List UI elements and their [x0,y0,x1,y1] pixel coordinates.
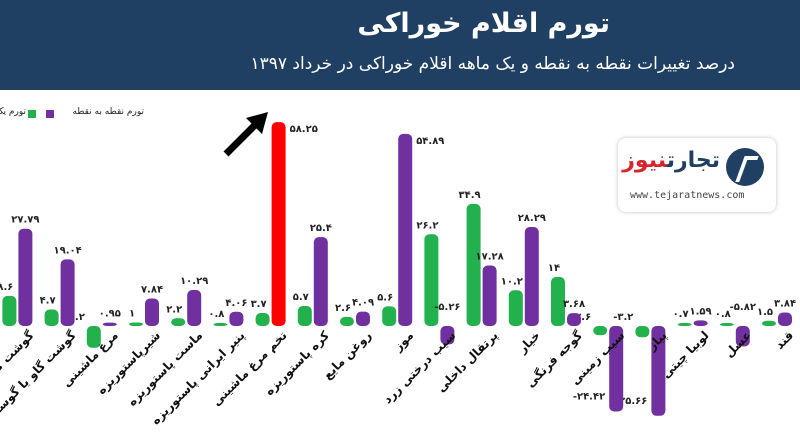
label-monthly-7: ۳۴.۹ [459,190,481,201]
label-monthly-11: ۵.۷ [293,292,309,303]
bar-monthly-14 [171,318,186,326]
logo-url: www.tejaratnews.com [630,190,745,201]
bar-p2p-18 [18,228,33,326]
label-monthly-4: -۲.۶ [571,312,591,323]
bar-monthly-16 [86,326,101,348]
bar-monthly-2 [677,323,692,326]
label-p2p-13: ۴.۰۶ [225,298,247,309]
label-p2p-4: -۲۴.۴۲ [573,391,605,402]
bar-monthly-10 [340,316,354,326]
label-p2p-12: ۵۸.۲۵ [290,124,318,135]
bar-p2p-2 [693,320,708,326]
label-p2p-15: ۷.۸۴ [141,285,163,296]
label-p2p-17: ۱۹.۰۴ [53,245,81,256]
bar-p2p-7 [482,265,497,326]
label-p2p-3: -۲۵.۶۶ [615,396,647,407]
label-monthly-9: ۵.۶ [377,292,393,303]
page-subtitle: درصد تغییرات نقطه به نقطه و یک ماهه اقلا… [250,54,736,74]
brand-logo: تجارتنیوز www.tejaratnews.com [618,138,776,212]
label-monthly-1: ۰.۸ [715,309,731,320]
label-p2p-7: ۱۷.۲۸ [475,252,503,263]
bar-p2p-6 [524,226,539,326]
arrow-icon [223,112,268,157]
label-p2p-10: ۴.۰۹ [352,298,374,309]
label-p2p-0: ۳.۸۴ [774,299,796,310]
legend-label-monthly: تورم یک ماهه [0,107,26,117]
bar-monthly-6 [508,290,523,326]
logo-text: تجارتنیوز [622,148,720,173]
bar-p2p-5 [567,313,581,326]
chart-legend: تورم نقطه به نقطه تورم یک ماهه [0,106,144,124]
legend-label-p2p: تورم نقطه به نقطه [72,107,144,117]
bar-monthly-5 [551,277,565,326]
bar-monthly-9 [382,306,397,326]
logo-mark-icon [726,148,764,186]
label-monthly-8: ۲۶.۲ [416,220,438,231]
label-monthly-17: ۴.۷ [40,296,56,307]
bar-p2p-1 [735,326,750,347]
bar-monthly-1 [719,323,734,326]
bar-monthly-3 [635,326,650,338]
bar-p2p-10 [356,311,370,326]
label-monthly-12: ۳.۷ [251,299,267,310]
bar-p2p-4 [609,326,624,412]
category-label-6: خیار [515,328,543,356]
category-label-8: سیب درختی زرد [380,328,458,406]
bar-monthly-15 [129,322,143,326]
label-monthly-13: ۰.۸ [208,309,224,320]
bar-p2p-15 [145,298,159,326]
bar-monthly-4 [593,326,608,336]
label-monthly-5: ۱۴ [548,263,560,274]
label-monthly-15: ۱ [129,309,135,320]
label-p2p-2: ۱.۵۹ [690,306,712,317]
bar-p2p-16 [102,322,117,326]
legend-swatch-p2p [46,110,54,118]
label-monthly-3: -۳.۲ [613,312,633,323]
bar-p2p-17 [60,259,75,326]
label-p2p-1: -۵.۸۲ [730,302,756,313]
category-label-14: ماست پاستوریزه [125,328,206,409]
label-p2p-18: ۲۷.۷۹ [11,215,39,226]
bar-monthly-7 [466,203,481,326]
logo-text-main: تجارت [666,148,720,173]
label-monthly-0: ۱.۵ [757,307,773,318]
label-p2p-6: ۲۸.۲۹ [518,213,546,224]
bar-monthly-12 [255,313,270,326]
label-p2p-11: ۲۵.۴ [310,223,332,234]
label-p2p-5: ۳.۶۸ [563,299,585,310]
legend-swatch-monthly [28,110,36,118]
label-p2p-8: -۵.۲۶ [434,302,460,313]
label-monthly-16: -۶.۲ [65,312,85,323]
page-title: تورم اقلام خوراکی [357,8,610,39]
bar-p2p-12 [271,122,286,326]
bar-p2p-3 [651,326,666,416]
label-monthly-14: ۲.۲ [166,304,182,315]
label-p2p-14: ۱۰.۲۹ [180,276,208,287]
bar-p2p-9 [398,133,413,326]
label-p2p-16: ۰.۹۵ [99,309,121,320]
bar-monthly-11 [297,306,312,326]
label-monthly-18: ۸.۶ [0,282,13,293]
bar-monthly-17 [44,309,59,326]
bar-p2p-14 [187,289,202,326]
label-monthly-2: ۰.۷ [673,309,689,320]
category-label-12: تخم مرغ ماشینی [209,328,289,408]
bar-p2p-8 [440,326,455,345]
bar-monthly-18 [2,295,17,326]
bar-p2p-13 [229,311,244,326]
bar-p2p-0 [778,312,792,326]
category-label-9: موز [390,328,417,355]
bar-p2p-11 [313,237,328,326]
label-p2p-9: ۵۴.۸۹ [416,136,444,147]
header-banner: تورم اقلام خوراکی درصد تغییرات نقطه به ن… [0,0,800,90]
category-label-0: قند [772,328,796,352]
label-monthly-6: ۱۰.۲ [501,276,523,287]
logo-text-accent: نیوز [622,148,667,173]
bar-monthly-8 [424,234,439,326]
bar-monthly-13 [213,323,228,326]
bar-monthly-0 [762,320,776,326]
label-monthly-10: ۲.۶ [335,303,351,314]
